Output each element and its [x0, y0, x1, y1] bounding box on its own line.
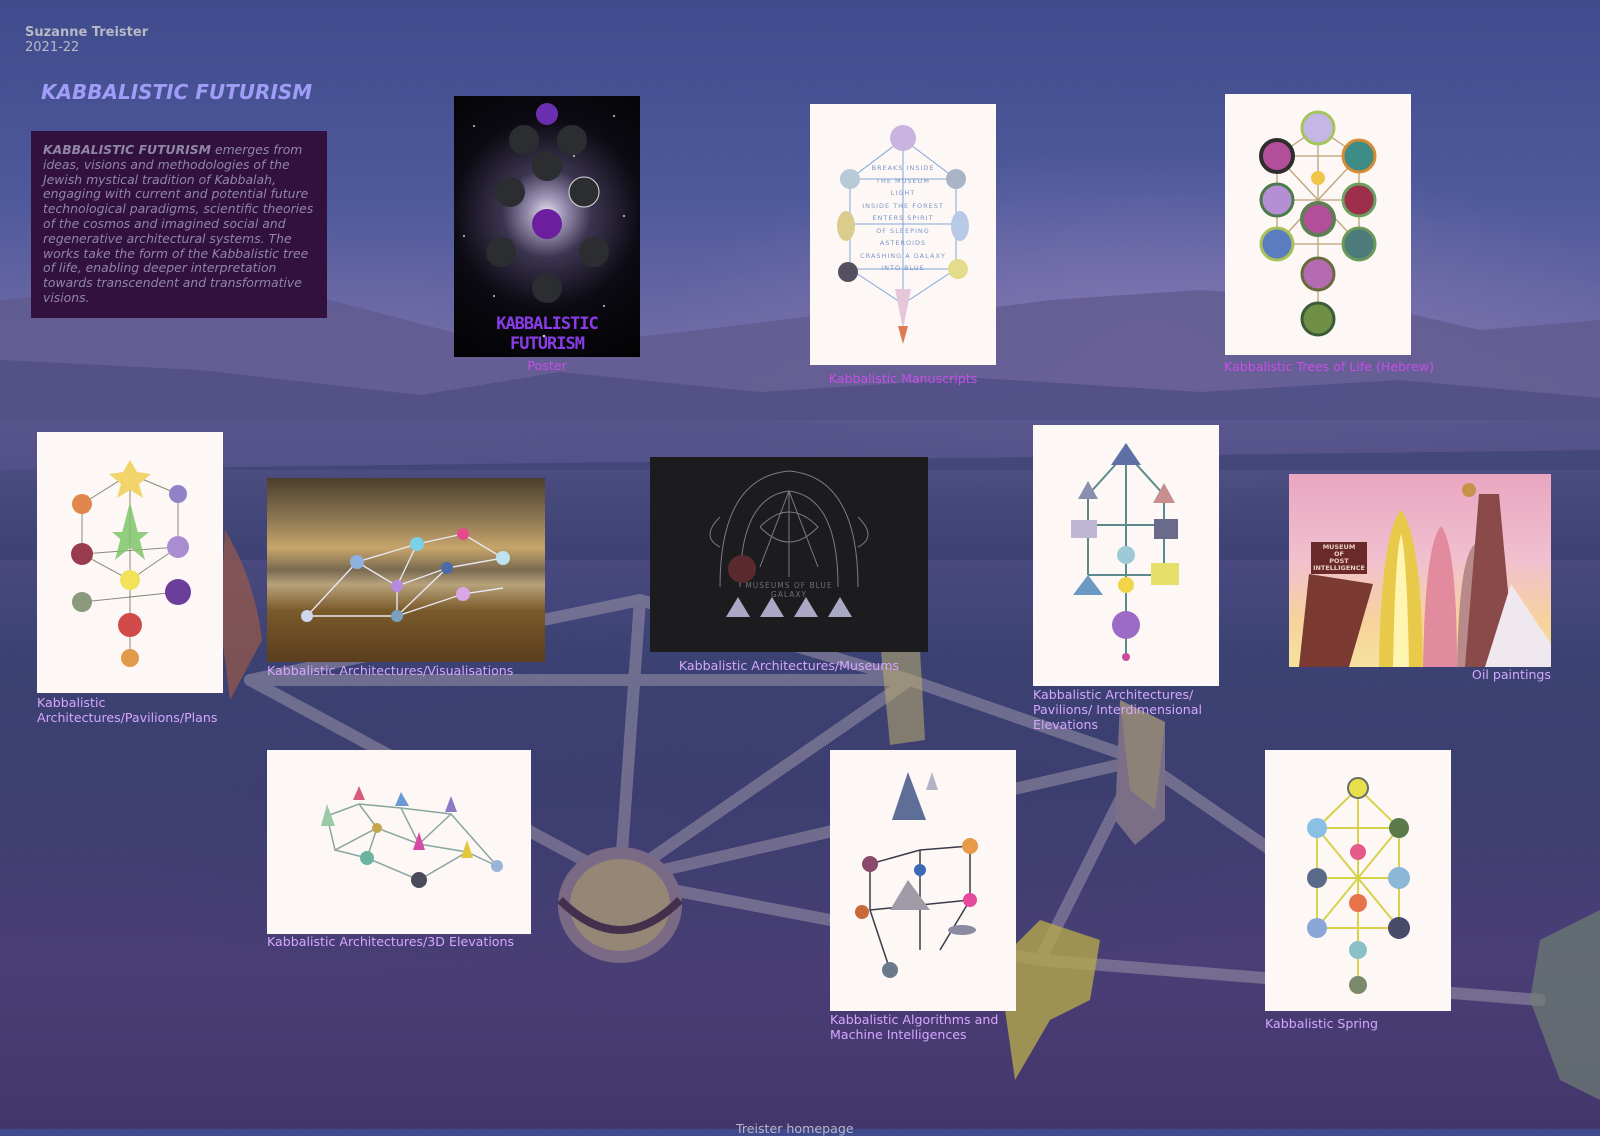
- work-caption: Poster: [527, 358, 567, 373]
- 3d-elevations-image: [267, 750, 531, 934]
- trees-of-life-hebrew-image: [1225, 94, 1411, 355]
- manuscripts-drawing-text: BREAKS INSIDE THE MUSEUM LIGHT INSIDE THE F…: [860, 164, 946, 272]
- work-caption: Kabbalistic Architectures/Visualisations: [267, 663, 514, 678]
- work-caption: Oil paintings: [1471, 667, 1551, 682]
- work-link-trees-of-life-hebrew[interactable]: Kabbalistic Trees of Life (Hebrew): [1214, 94, 1444, 374]
- algorithms-image: [830, 750, 1016, 1011]
- work-link-algorithms-machine-intelligences[interactable]: Kabbalistic Algorithms and Machine Intel…: [830, 750, 1030, 1045]
- artist-name: Suzanne Treister: [25, 25, 149, 40]
- work-caption: Kabbalistic Spring: [1265, 1016, 1379, 1031]
- intro-body: emerges from ideas, visions and methodol…: [43, 142, 314, 305]
- poster-image: KABBALISTIC FUTURISM: [454, 96, 640, 357]
- visualisations-image: [267, 478, 545, 662]
- intro-text-box: KABBALISTIC FUTURISM emerges from ideas,…: [31, 131, 327, 318]
- page-title: KABBALISTIC FUTURISM: [41, 80, 313, 104]
- work-link-manuscripts[interactable]: BREAKS INSIDE THE MUSEUM LIGHT INSIDE THE F…: [810, 104, 996, 389]
- work-link-pavilions-plans[interactable]: Kabbalistic Architectures/Pavilions/Plan…: [37, 432, 237, 727]
- work-caption: Kabbalistic Architectures/3D Elevations: [267, 934, 515, 949]
- work-link-oil-paintings[interactable]: MUSEUM OF POST INTELLIGENCE Oil paintings: [1289, 474, 1551, 684]
- oil-paintings-image: MUSEUM OF POST INTELLIGENCE: [1289, 474, 1551, 667]
- work-caption: Kabbalistic Trees of Life (Hebrew): [1223, 359, 1434, 374]
- intro-lead: KABBALISTIC FUTURISM: [43, 142, 212, 157]
- work-caption: Kabbalistic Manuscripts: [828, 371, 978, 386]
- pavilions-plans-image: [37, 432, 223, 693]
- museums-image: MUSEUMS OF BLUE GALAXY: [650, 457, 928, 652]
- artist-credit: Suzanne Treister 2021-22: [25, 25, 148, 55]
- work-link-visualisations[interactable]: Kabbalistic Architectures/Visualisations: [267, 478, 545, 678]
- work-caption: Kabbalistic Architectures/Museums: [678, 658, 900, 673]
- spring-image: [1265, 750, 1451, 1011]
- work-caption: Kabbalistic Algorithms and Machine Intel…: [830, 1012, 999, 1042]
- museums-drawing-text: MUSEUMS OF BLUE GALAXY: [745, 581, 833, 599]
- oil-painting-sign-text: MUSEUM OF POST INTELLIGENCE: [1311, 542, 1367, 574]
- work-link-interdimensional-elevations[interactable]: Kabbalistic Architectures/ Pavilions/ In…: [1033, 425, 1233, 735]
- work-caption: Kabbalistic Architectures/ Pavilions/ In…: [1033, 687, 1202, 732]
- work-link-spring[interactable]: Kabbalistic Spring: [1265, 750, 1465, 1035]
- poster-title-text: KABBALISTIC FUTURISM: [496, 314, 599, 354]
- work-link-3d-elevations[interactable]: Kabbalistic Architectures/3D Elevations: [267, 750, 542, 955]
- interdimensional-elevations-image: [1033, 425, 1219, 686]
- work-caption: Kabbalistic Architectures/Pavilions/Plan…: [37, 695, 218, 725]
- work-link-poster[interactable]: KABBALISTIC FUTURISM Poster: [454, 96, 640, 376]
- work-link-museums[interactable]: MUSEUMS OF BLUE GALAXY Kabbalistic Archi…: [650, 457, 928, 677]
- work-years: 2021-22: [25, 40, 80, 55]
- manuscripts-image: BREAKS INSIDE THE MUSEUM LIGHT INSIDE THE F…: [810, 104, 996, 365]
